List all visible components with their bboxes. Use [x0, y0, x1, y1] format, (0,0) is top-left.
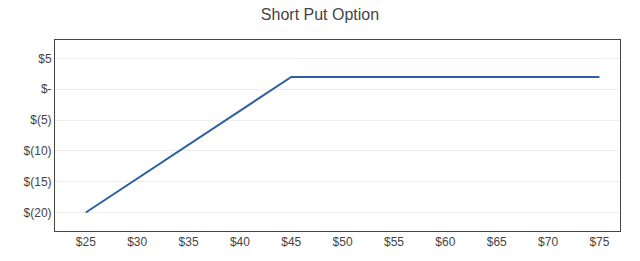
svg-text:$60: $60	[435, 235, 455, 249]
svg-text:$45: $45	[281, 235, 301, 249]
svg-text:$65: $65	[487, 235, 507, 249]
svg-text:$(5): $(5)	[30, 113, 51, 127]
svg-text:$40: $40	[230, 235, 250, 249]
svg-text:$(20): $(20)	[24, 206, 52, 220]
svg-text:$35: $35	[179, 235, 199, 249]
svg-text:$25: $25	[76, 235, 96, 249]
svg-text:$50: $50	[333, 235, 353, 249]
svg-text:$30: $30	[127, 235, 147, 249]
svg-text:$70: $70	[538, 235, 558, 249]
svg-text:$75: $75	[589, 235, 609, 249]
svg-text:$5: $5	[38, 52, 52, 66]
svg-text:$(10): $(10)	[24, 144, 52, 158]
svg-text:$-: $-	[41, 82, 52, 96]
svg-text:$(15): $(15)	[24, 175, 52, 189]
svg-text:Short Put Option: Short Put Option	[261, 6, 379, 23]
svg-text:$55: $55	[384, 235, 404, 249]
